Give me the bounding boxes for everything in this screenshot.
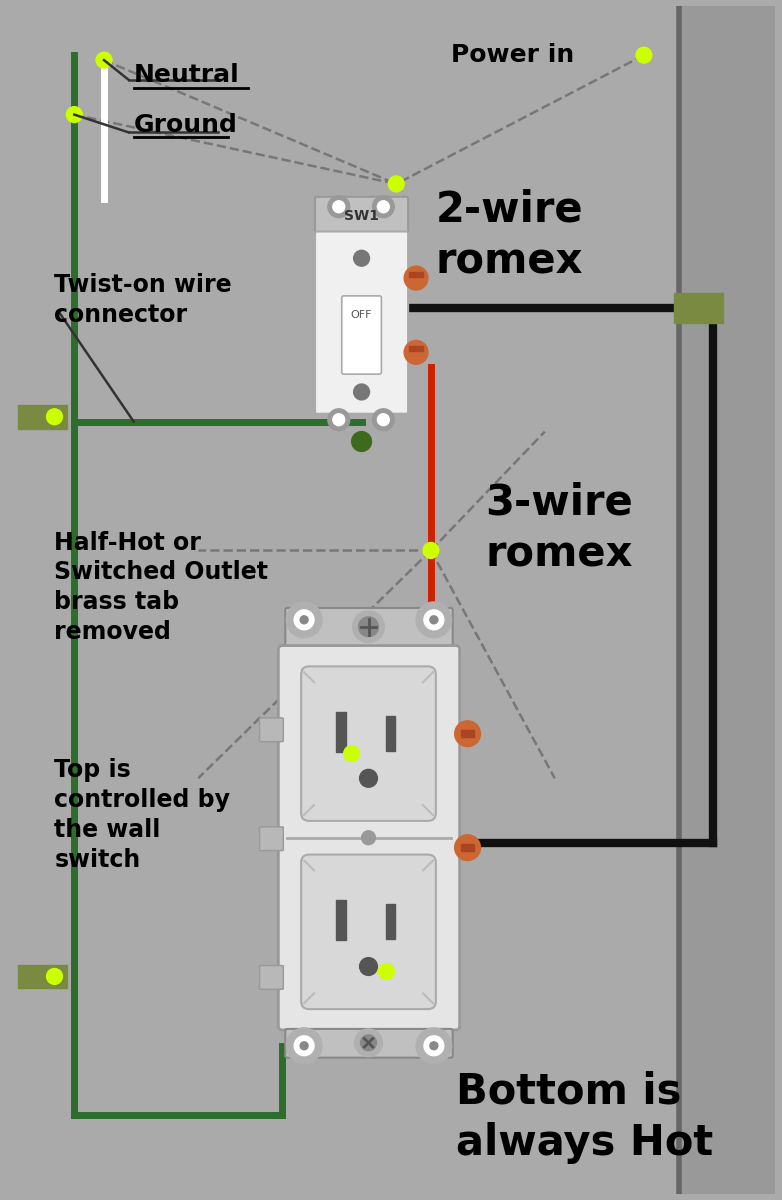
Text: Neutral: Neutral bbox=[134, 64, 239, 88]
Circle shape bbox=[454, 835, 480, 860]
Circle shape bbox=[404, 341, 428, 365]
FancyBboxPatch shape bbox=[301, 854, 436, 1009]
FancyBboxPatch shape bbox=[260, 966, 283, 989]
Circle shape bbox=[361, 830, 375, 845]
Circle shape bbox=[353, 384, 369, 400]
Circle shape bbox=[328, 409, 350, 431]
Bar bbox=[386, 904, 395, 938]
Circle shape bbox=[361, 1034, 376, 1051]
Circle shape bbox=[454, 721, 480, 746]
Text: Power in: Power in bbox=[450, 43, 574, 67]
Circle shape bbox=[430, 616, 438, 624]
Bar bbox=[461, 844, 475, 851]
Circle shape bbox=[353, 611, 384, 642]
Circle shape bbox=[424, 610, 444, 630]
Bar bbox=[409, 347, 423, 352]
Circle shape bbox=[378, 200, 389, 212]
Bar bbox=[386, 716, 395, 750]
Text: Half-Hot or
Switched Outlet
brass tab
removed: Half-Hot or Switched Outlet brass tab re… bbox=[55, 530, 268, 643]
Circle shape bbox=[66, 107, 82, 122]
Text: OFF: OFF bbox=[351, 310, 372, 319]
FancyBboxPatch shape bbox=[285, 1028, 453, 1057]
Circle shape bbox=[47, 409, 63, 425]
Circle shape bbox=[344, 745, 360, 762]
Circle shape bbox=[352, 432, 371, 451]
Circle shape bbox=[359, 617, 378, 637]
Bar bbox=[335, 712, 346, 751]
Circle shape bbox=[430, 1042, 438, 1050]
Circle shape bbox=[286, 1028, 322, 1063]
FancyBboxPatch shape bbox=[260, 718, 283, 742]
Circle shape bbox=[286, 602, 322, 637]
Circle shape bbox=[424, 1036, 444, 1056]
Bar bbox=[409, 272, 423, 277]
Circle shape bbox=[294, 610, 314, 630]
Circle shape bbox=[47, 968, 63, 984]
Circle shape bbox=[96, 53, 112, 68]
Circle shape bbox=[360, 769, 378, 787]
Text: Twist-on wire
connector: Twist-on wire connector bbox=[55, 274, 232, 326]
Bar bbox=[335, 900, 346, 940]
Circle shape bbox=[389, 176, 404, 192]
Circle shape bbox=[333, 414, 345, 426]
FancyBboxPatch shape bbox=[315, 197, 408, 235]
Circle shape bbox=[360, 958, 378, 976]
Circle shape bbox=[423, 542, 439, 558]
Text: Ground: Ground bbox=[134, 113, 238, 137]
Circle shape bbox=[404, 266, 428, 290]
Text: Top is
controlled by
the wall
switch: Top is controlled by the wall switch bbox=[55, 758, 231, 871]
Circle shape bbox=[300, 616, 308, 624]
Bar bbox=[673, 293, 723, 323]
Bar bbox=[18, 965, 67, 989]
Text: Bottom is
always Hot: Bottom is always Hot bbox=[456, 1070, 713, 1164]
Bar bbox=[18, 404, 67, 428]
FancyBboxPatch shape bbox=[260, 827, 283, 851]
Circle shape bbox=[372, 196, 394, 217]
Circle shape bbox=[328, 196, 350, 217]
Bar bbox=[679, 6, 775, 1194]
FancyBboxPatch shape bbox=[342, 296, 382, 374]
Circle shape bbox=[354, 1028, 382, 1057]
FancyBboxPatch shape bbox=[278, 646, 460, 1030]
FancyBboxPatch shape bbox=[285, 608, 453, 652]
FancyBboxPatch shape bbox=[301, 666, 436, 821]
Circle shape bbox=[416, 1028, 452, 1063]
Circle shape bbox=[353, 251, 369, 266]
Circle shape bbox=[300, 1042, 308, 1050]
Circle shape bbox=[636, 47, 652, 64]
Circle shape bbox=[378, 414, 389, 426]
Circle shape bbox=[372, 409, 394, 431]
Bar bbox=[461, 730, 475, 737]
Circle shape bbox=[294, 1036, 314, 1056]
Circle shape bbox=[378, 964, 394, 979]
Text: 3-wire
romex: 3-wire romex bbox=[486, 481, 633, 575]
Circle shape bbox=[333, 200, 345, 212]
Circle shape bbox=[416, 602, 452, 637]
Text: SW1: SW1 bbox=[344, 209, 379, 223]
Text: 2-wire
romex: 2-wire romex bbox=[436, 188, 583, 283]
FancyBboxPatch shape bbox=[315, 232, 408, 414]
